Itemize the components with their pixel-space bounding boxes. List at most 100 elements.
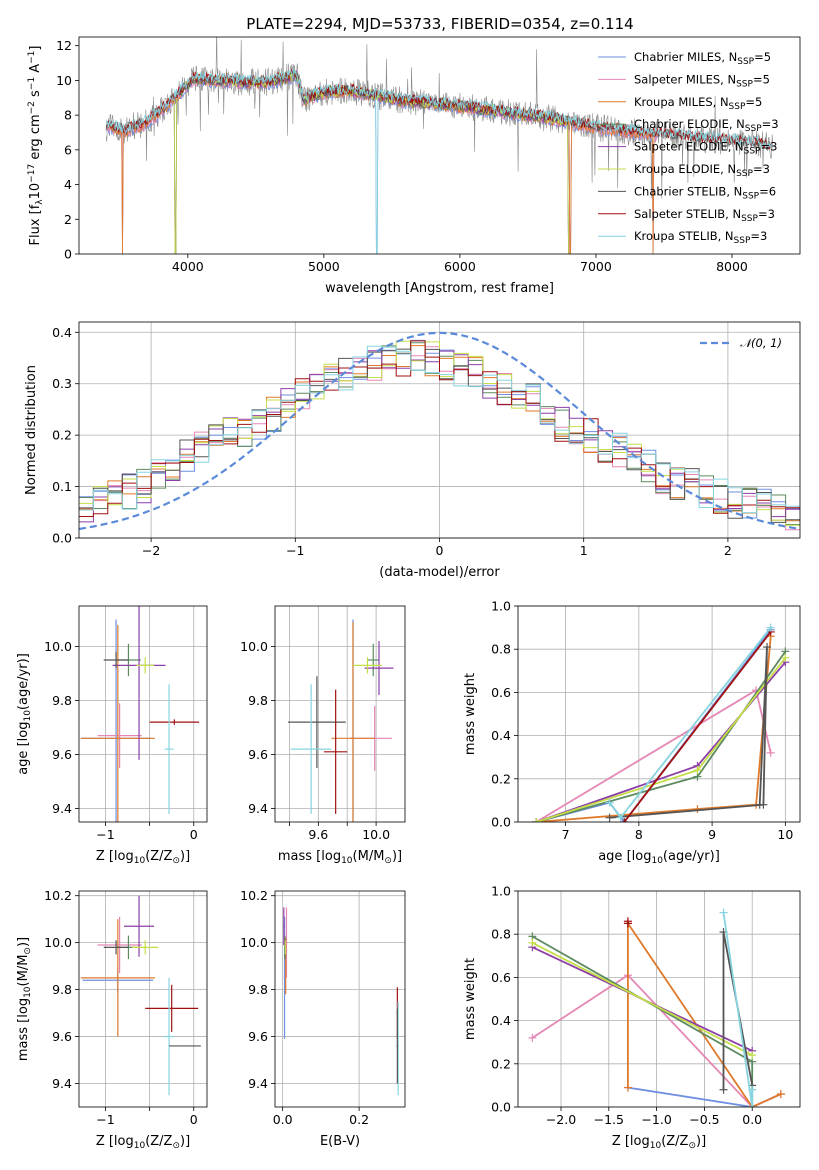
x-tick-label: 1 — [580, 543, 588, 558]
panel-mass-vs-EBV: 0.0 0.2 9.4 9.6 9.8 10.0 10.2 E(B-V) — [240, 888, 406, 1149]
y-tick-label: 9.8 — [248, 982, 268, 997]
axes-frame — [78, 605, 208, 823]
y-tick-label: 0.2 — [491, 1056, 511, 1071]
x-tick-label: 5000 — [308, 259, 340, 274]
legend-entry-part: Kroupa STELIB, N — [634, 229, 734, 243]
x-tick-label: −1 — [96, 827, 114, 842]
x-tick-label: 7 — [562, 827, 570, 842]
weight-marker — [623, 1083, 632, 1092]
y-tick-label: 9.8 — [52, 982, 72, 997]
x-tick-label: −1 — [286, 543, 304, 558]
y-tick-label: 4 — [64, 177, 72, 192]
x-axis-label-part: )] — [180, 849, 190, 864]
legend-entry-part: =3 — [753, 162, 770, 176]
y-tick-label: 9.4 — [248, 801, 268, 816]
x-tick-label: −0.5 — [689, 1112, 719, 1127]
legend-entry-part: =3 — [762, 117, 779, 131]
legend-entry: Kroupa ELODIE, NSSP=3 — [634, 162, 770, 179]
y-axis-label-part: Flux [f — [28, 204, 43, 245]
x-tick-label: 4000 — [172, 259, 204, 274]
y-tick-label: 9.4 — [248, 1076, 268, 1091]
y-tick-label: 9.8 — [248, 693, 268, 708]
errorbar-chabrier-stelib — [103, 651, 129, 669]
x-tick-label: 0 — [436, 543, 444, 558]
x-axis-label: (data-model)/error — [379, 565, 500, 580]
plot-area — [532, 623, 790, 822]
y-tick-label: 9.4 — [52, 801, 72, 816]
x-tick-label: −1.5 — [594, 1112, 624, 1127]
weight-line-salpeter-miles — [535, 688, 772, 822]
errorbar-salpeter-stelib — [324, 689, 348, 814]
x-axis-label: Z [log10(Z/Z⊙)] — [96, 1134, 190, 1151]
weight-marker — [693, 766, 702, 775]
errorbar-salpeter-elodie — [283, 907, 285, 945]
x-axis-label-part: ⊙ — [384, 856, 392, 866]
weight-marker — [748, 1085, 757, 1094]
legend-entry-part: SSP — [741, 214, 758, 224]
weight-marker — [719, 908, 728, 917]
weight-line-chabrier-elodie — [536, 650, 787, 822]
y-axis-label: mass weight — [463, 958, 478, 1040]
legend-entry-part: SSP — [729, 102, 746, 112]
model-spectrum-chabrier-elodie — [173, 73, 569, 254]
weight-line-salpeter-elodie — [536, 661, 787, 822]
y-tick-label: 9.8 — [52, 693, 72, 708]
y-tick-label: 8 — [64, 108, 72, 123]
panel-age-vs-Z: −1 09.49.69.810.0Z [log10(Z/Z⊙)]age [log1… — [16, 605, 208, 866]
weight-marker — [605, 798, 614, 807]
model-spectrum-kroupa-elodie — [173, 69, 569, 254]
legend-entry-part: SSP — [745, 124, 762, 134]
y-tick-label: 10.2 — [44, 888, 72, 903]
axes-frame — [274, 890, 406, 1108]
y-tick-label: 1.0 — [491, 884, 511, 899]
errorbar-kroupa-miles — [331, 622, 375, 822]
y-axis-label-part: )] — [16, 937, 31, 947]
x-axis-label-part: age [log — [598, 849, 651, 864]
x-tick-label: −2 — [142, 543, 160, 558]
plot-area — [80, 895, 201, 1096]
y-axis-label-part: s — [28, 90, 43, 101]
y-tick-label: 0.2 — [491, 771, 511, 786]
legend-entry-part: Salpeter ELODIE, N — [634, 140, 744, 154]
model-spectrum-kroupa-stelib — [105, 68, 773, 254]
weight-line-kroupa-elodie — [531, 941, 753, 1057]
y-axis-label-part: erg cm — [28, 114, 43, 163]
weight-line-kroupa-elodie — [536, 657, 787, 822]
errorbar-kroupa-miles — [80, 624, 155, 822]
x-tick-label: −1 — [96, 1112, 114, 1127]
legend-entry: Salpeter MILES, NSSP=5 — [634, 72, 770, 89]
x-axis-label-part: ⊙ — [172, 1141, 180, 1151]
y-axis-label-part: (M/M — [16, 955, 31, 987]
y-tick-label: 9.6 — [248, 1029, 268, 1044]
y-axis-label-part: ⊙ — [23, 947, 33, 955]
weight-marker — [755, 800, 764, 809]
y-axis-label-part: 10 — [28, 183, 43, 200]
x-axis-label-part: Z [log — [612, 1134, 650, 1149]
errorbar-kroupa-elodie — [136, 657, 155, 674]
x-axis-label-part: (age/yr)] — [663, 849, 720, 864]
model-spectrum-salpeter-stelib — [105, 68, 773, 151]
observed-spectrum — [105, 37, 774, 199]
weight-marker — [532, 818, 541, 822]
x-tick-label: 0.0 — [273, 1112, 293, 1127]
y-tick-label: 10.0 — [240, 639, 268, 654]
errorbar-salpeter-elodie — [124, 895, 155, 957]
x-axis-label-part: 10 — [341, 856, 353, 866]
x-tick-label: −1.0 — [641, 1112, 671, 1127]
legend-entry: Chabrier ELODIE, NSSP=3 — [634, 117, 779, 134]
weight-line-kroupa-stelib — [722, 912, 754, 1107]
y-tick-label: 0.1 — [52, 479, 72, 494]
weight-line-kroupa-miles — [627, 920, 782, 1107]
y-tick-label: 0.0 — [491, 1100, 511, 1115]
weight-marker — [693, 805, 702, 814]
legend-entry: Chabrier MILES, NSSP=5 — [634, 50, 771, 67]
legend-entry-part: Chabrier MILES, N — [634, 50, 737, 64]
weight-marker — [719, 1085, 728, 1094]
x-tick-label: 6000 — [444, 259, 476, 274]
legend-entry-part: =3 — [761, 140, 778, 154]
axes-frame — [78, 321, 801, 539]
y-axis-label: Normed distribution — [24, 365, 39, 495]
y-axis-label: Flux [fλ10−17 erg cm−2 s−1 A−1] — [27, 46, 45, 246]
x-axis-label-part: Z [log — [96, 849, 134, 864]
